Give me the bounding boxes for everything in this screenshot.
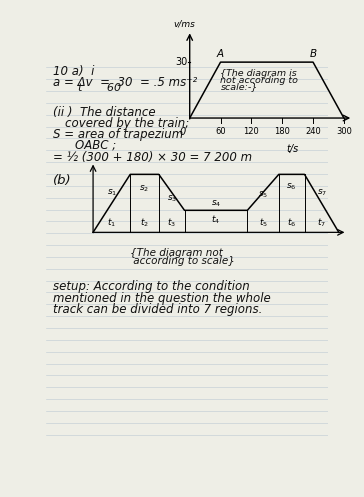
Text: a = Δv  =  30  = .5 ms⁻²: a = Δv = 30 = .5 ms⁻² [52, 76, 197, 89]
Text: t       60: t 60 [64, 83, 121, 92]
Text: {The diagram not: {The diagram not [130, 248, 223, 258]
Text: $t_3$: $t_3$ [167, 216, 176, 229]
Text: setup: According to the condition: setup: According to the condition [52, 280, 249, 293]
Text: = ½ (300 + 180) × 30 = 7 200 m: = ½ (300 + 180) × 30 = 7 200 m [52, 151, 252, 164]
Text: 60: 60 [215, 127, 226, 136]
Text: v/ms: v/ms [174, 19, 195, 28]
Text: $t_7$: $t_7$ [317, 216, 326, 229]
Text: $t_6$: $t_6$ [287, 216, 296, 229]
Text: 30: 30 [175, 57, 187, 67]
Text: 300: 300 [336, 127, 352, 136]
Text: $t_2$: $t_2$ [140, 216, 149, 229]
Text: 0: 0 [179, 127, 186, 137]
Text: according to scale}: according to scale} [130, 256, 235, 266]
Text: track can be divided into 7 regions.: track can be divided into 7 regions. [52, 303, 262, 317]
Text: (b): (b) [52, 174, 71, 187]
Text: $s_4$: $s_4$ [211, 198, 221, 209]
Text: $s_7$: $s_7$ [317, 188, 327, 198]
Text: t/s: t/s [286, 144, 298, 154]
Text: scale:-}: scale:-} [221, 82, 258, 91]
Text: $s_2$: $s_2$ [139, 183, 150, 194]
Text: $t_4$: $t_4$ [211, 213, 221, 226]
Text: not according to: not according to [221, 76, 298, 84]
Text: $s_6$: $s_6$ [286, 182, 297, 192]
Text: 180: 180 [274, 127, 290, 136]
Text: $s_1$: $s_1$ [107, 188, 117, 198]
Text: covered by the train;: covered by the train; [65, 117, 190, 130]
Text: $s_5$: $s_5$ [258, 189, 268, 200]
Text: $t_5$: $t_5$ [258, 216, 268, 229]
Text: $s_3$: $s_3$ [167, 193, 177, 204]
Text: $t_1$: $t_1$ [107, 216, 116, 229]
Text: A: A [217, 49, 224, 59]
Text: 240: 240 [305, 127, 321, 136]
Text: 120: 120 [244, 127, 259, 136]
Text: 10 a)  i: 10 a) i [52, 65, 94, 78]
Text: B: B [309, 49, 317, 59]
Text: mentioned in the question the whole: mentioned in the question the whole [52, 292, 270, 305]
Text: S = area of trapezium: S = area of trapezium [52, 128, 183, 141]
Text: (ii )  The distance: (ii ) The distance [52, 105, 155, 119]
Text: {The diagram is: {The diagram is [221, 69, 297, 78]
Text: OABC ;: OABC ; [75, 138, 116, 151]
